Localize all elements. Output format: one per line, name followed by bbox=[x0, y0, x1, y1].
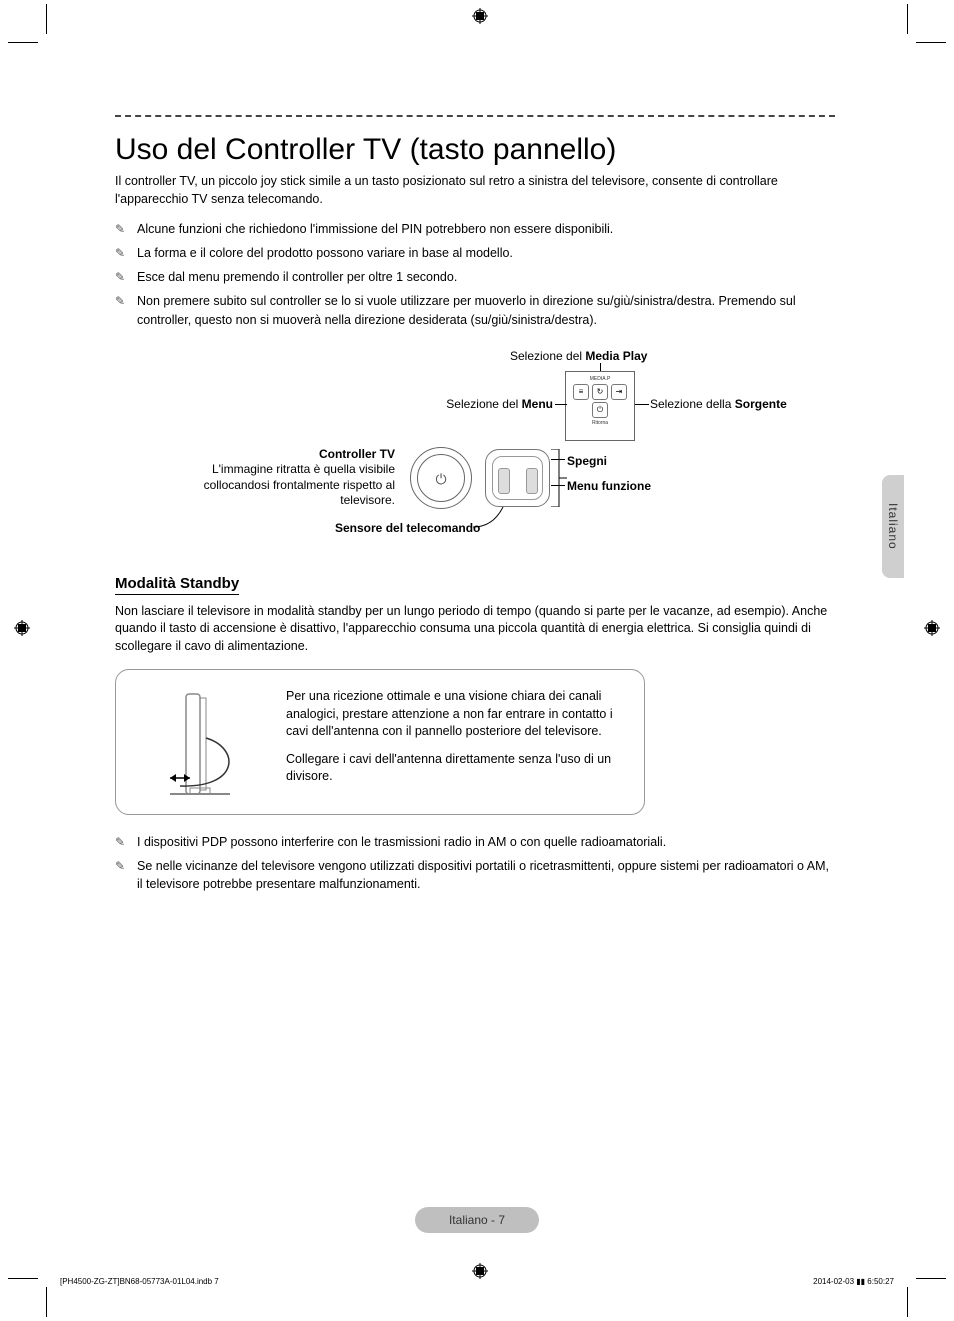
tv-side-illustration bbox=[140, 688, 260, 808]
footer-filename: [PH4500-ZG-ZT]BN68-05773A-01L04.indb 7 bbox=[60, 1277, 219, 1286]
caution-text-2: Collegare i cavi dell'antenna direttamen… bbox=[286, 751, 622, 786]
page: Italiano Uso del Controller TV (tasto pa… bbox=[0, 0, 954, 1321]
label-bold: Menu bbox=[522, 397, 553, 411]
page-number-pill: Italiano - 7 bbox=[415, 1207, 539, 1233]
crop-mark bbox=[46, 4, 47, 34]
registration-mark-left bbox=[14, 620, 30, 636]
media-play-label: Selezione del Media Play bbox=[510, 349, 647, 365]
content-area: Uso del Controller TV (tasto pannello) I… bbox=[115, 115, 835, 913]
note-item: ✎ Se nelle vicinanze del televisore vengo… bbox=[115, 857, 835, 893]
controller-tv-heading: Controller TV bbox=[319, 447, 395, 461]
caution-text-1: Per una ricezione ottimale e una visione… bbox=[286, 688, 622, 741]
note-text: Non premere subito sul controller se lo … bbox=[137, 294, 796, 326]
menu-funzione-label: Menu funzione bbox=[567, 479, 651, 495]
crop-mark bbox=[8, 42, 38, 43]
osd-bottom-label: Ritorna bbox=[570, 420, 630, 426]
controller-joystick-icon bbox=[410, 447, 472, 509]
osd-menu-box: MEDIA.P ≡ ↻ ⇥ ⏻ Ritorna bbox=[565, 371, 635, 441]
page-title: Uso del Controller TV (tasto pannello) bbox=[115, 133, 835, 167]
leader-line bbox=[635, 404, 649, 405]
osd-cell-icon: ↻ bbox=[592, 384, 608, 400]
note-item: ✎ I dispositivi PDP possono interferire c… bbox=[115, 833, 835, 851]
note-item: ✎ Esce dal menu premendo il controller pe… bbox=[115, 268, 835, 286]
notes-list-top: ✎ Alcune funzioni che richiedono l'immiss… bbox=[115, 220, 835, 329]
label-bold: Sorgente bbox=[735, 397, 787, 411]
pencil-icon: ✎ bbox=[115, 858, 125, 875]
pencil-icon: ✎ bbox=[115, 834, 125, 851]
label-prefix: Selezione del bbox=[446, 397, 521, 411]
controller-diagram: MEDIA.P ≡ ↻ ⇥ ⏻ Ritorna Selezione del Me… bbox=[115, 349, 835, 549]
osd-cell-icon: ⏻ bbox=[592, 402, 608, 418]
label-prefix: Selezione del bbox=[510, 349, 585, 363]
osd-cell-icon: ⇥ bbox=[611, 384, 627, 400]
standby-heading: Modalità Standby bbox=[115, 575, 239, 595]
pencil-icon: ✎ bbox=[115, 245, 125, 262]
leader-line bbox=[600, 363, 601, 371]
crop-mark bbox=[907, 4, 908, 34]
pencil-icon: ✎ bbox=[115, 221, 125, 238]
pencil-icon: ✎ bbox=[115, 293, 125, 310]
note-item: ✎ Alcune funzioni che richiedono l'immiss… bbox=[115, 220, 835, 238]
title-divider bbox=[115, 115, 835, 117]
osd-cell-icon: ≡ bbox=[573, 384, 589, 400]
controller-tv-text: L'immagine ritratta è quella visibile co… bbox=[204, 462, 395, 507]
crop-mark bbox=[8, 1278, 38, 1279]
notes-list-bottom: ✎ I dispositivi PDP possono interferire c… bbox=[115, 833, 835, 893]
language-tab: Italiano bbox=[882, 475, 904, 578]
spegni-label: Spegni bbox=[567, 454, 607, 470]
source-select-label: Selezione della Sorgente bbox=[650, 397, 787, 413]
tv-back-panel bbox=[485, 449, 550, 507]
crop-mark bbox=[916, 1278, 946, 1279]
footer: [PH4500-ZG-ZT]BN68-05773A-01L04.indb 7 2… bbox=[60, 1277, 894, 1286]
registration-mark-top bbox=[472, 8, 488, 24]
controller-tv-caption: Controller TV L'immagine ritratta è quel… bbox=[195, 447, 395, 509]
crop-mark bbox=[46, 1287, 47, 1317]
label-bold: Media Play bbox=[585, 349, 647, 363]
leader-curve bbox=[473, 507, 513, 531]
note-item: ✎ La forma e il colore del prodotto posso… bbox=[115, 244, 835, 262]
note-text: Esce dal menu premendo il controller per… bbox=[137, 270, 457, 284]
leader-line bbox=[555, 404, 567, 405]
note-text: La forma e il colore del prodotto posson… bbox=[137, 246, 513, 260]
note-text: Se nelle vicinanze del televisore vengon… bbox=[137, 859, 829, 891]
note-text: Alcune funzioni che richiedono l'immissi… bbox=[137, 222, 613, 236]
crop-mark bbox=[907, 1287, 908, 1317]
note-text: I dispositivi PDP possono interferire co… bbox=[137, 835, 666, 849]
remote-sensor-label: Sensore del telecomando bbox=[335, 521, 480, 537]
crop-mark bbox=[916, 42, 946, 43]
footer-timestamp: 2014-02-03 ▮▮ 6:50:27 bbox=[813, 1277, 894, 1286]
intro-paragraph: Il controller TV, un piccolo joy stick s… bbox=[115, 173, 835, 208]
bracket-icon bbox=[550, 449, 568, 507]
label-prefix: Selezione della bbox=[650, 397, 735, 411]
caution-box: Per una ricezione ottimale e una visione… bbox=[115, 669, 645, 815]
standby-paragraph: Non lasciare il televisore in modalità s… bbox=[115, 603, 835, 656]
osd-top-label: MEDIA.P bbox=[570, 376, 630, 382]
registration-mark-right bbox=[924, 620, 940, 636]
pencil-icon: ✎ bbox=[115, 269, 125, 286]
note-item: ✎ Non premere subito sul controller se lo… bbox=[115, 292, 835, 328]
menu-select-label: Selezione del Menu bbox=[435, 397, 553, 413]
